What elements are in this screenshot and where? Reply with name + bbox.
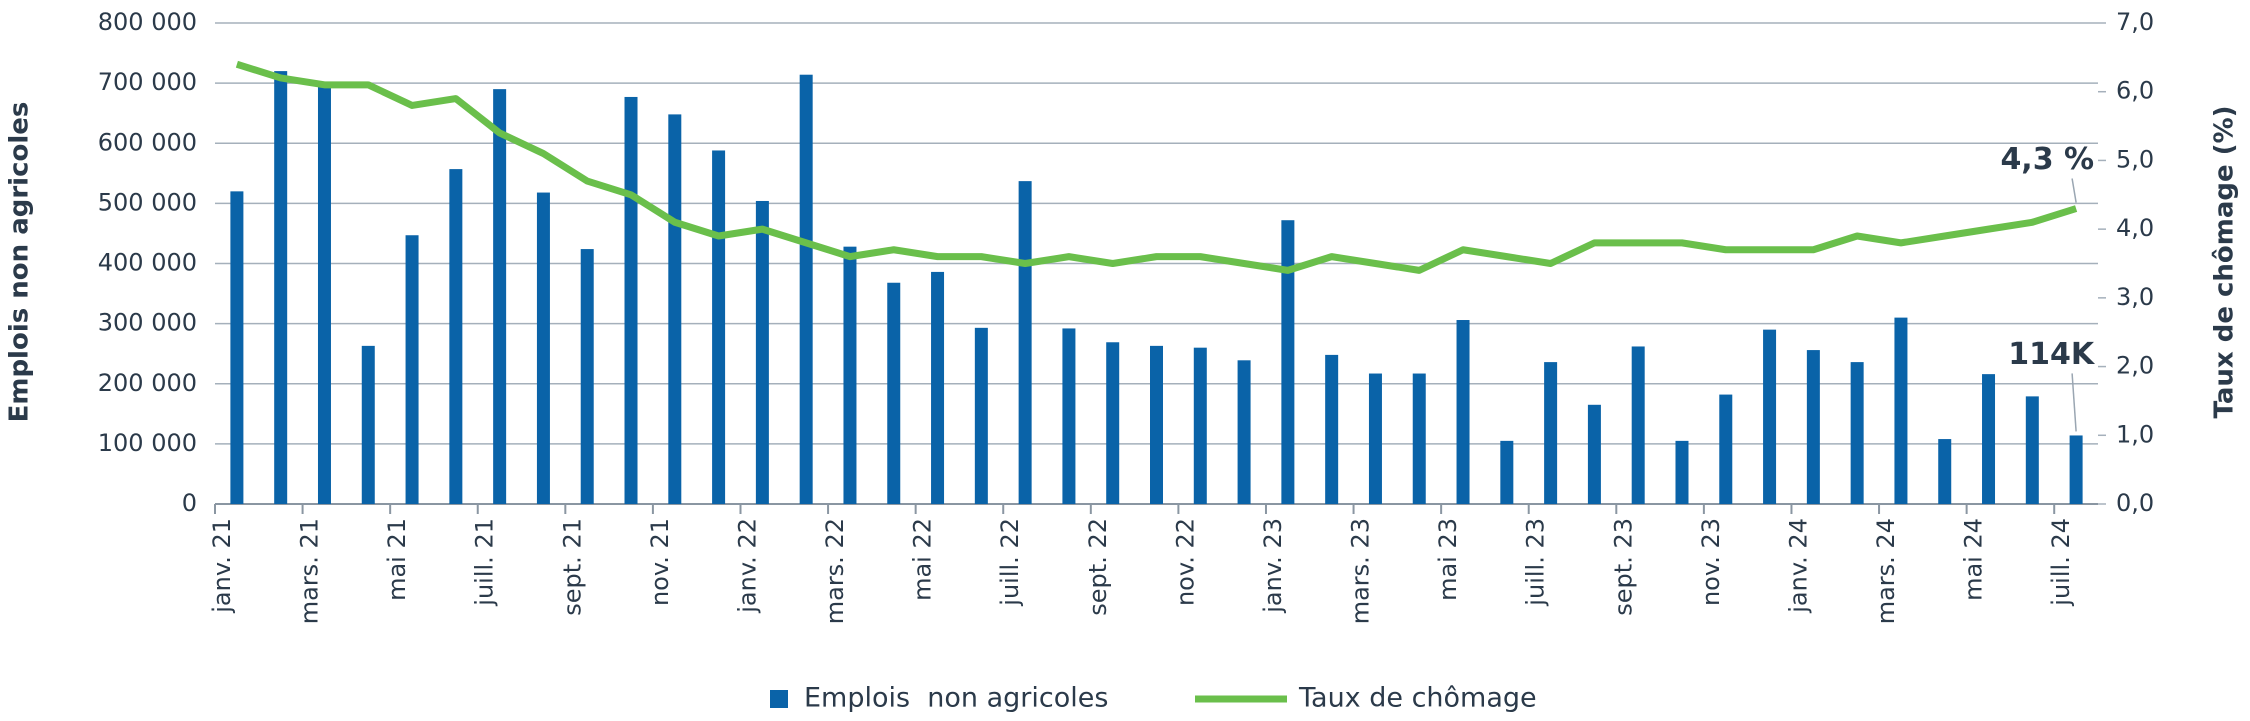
bar xyxy=(668,114,682,504)
bar xyxy=(843,246,857,505)
bar xyxy=(1368,373,1382,504)
y-tick-label: 300 000 xyxy=(98,309,197,337)
bar xyxy=(887,282,901,504)
bar xyxy=(230,191,244,504)
bar xyxy=(1544,362,1558,504)
y2-tick-label: 0,0 xyxy=(2116,489,2154,517)
y-tick-label: 400 000 xyxy=(98,249,197,277)
bar xyxy=(1719,394,1733,504)
x-tick-label: mai 22 xyxy=(909,518,937,601)
bar xyxy=(1894,317,1908,504)
x-tick-label: nov. 21 xyxy=(646,518,674,606)
y2-tick-label: 2,0 xyxy=(2116,352,2154,380)
bar xyxy=(1500,440,1514,504)
x-tick-label: juill. 22 xyxy=(996,518,1024,607)
bar xyxy=(974,327,988,504)
legend-swatch xyxy=(770,690,788,708)
x-tick-label: sept. 23 xyxy=(1609,518,1637,616)
y-tick-label: 700 000 xyxy=(98,68,197,96)
bar xyxy=(580,249,594,504)
x-tick-label: mai 23 xyxy=(1434,518,1462,601)
bar xyxy=(1325,354,1339,504)
y2-tick-label: 1,0 xyxy=(2116,420,2154,448)
bar xyxy=(1631,346,1645,504)
label-leader xyxy=(2071,178,2077,203)
bar xyxy=(2069,435,2083,504)
y2-tick-label: 6,0 xyxy=(2116,77,2154,105)
bar xyxy=(449,169,463,504)
line xyxy=(235,60,2078,274)
bar xyxy=(1587,404,1601,504)
bar xyxy=(931,271,945,504)
bar xyxy=(1150,345,1163,504)
y-tick-label: 0 xyxy=(182,489,197,517)
bar xyxy=(1281,220,1295,504)
bar xyxy=(493,89,507,504)
x-tick-label: juill. 21 xyxy=(471,518,499,607)
label-leader xyxy=(2071,373,2077,432)
x-tick-label: mai 24 xyxy=(1960,518,1988,601)
bar xyxy=(1675,440,1689,504)
y2-tick-label: 5,0 xyxy=(2116,145,2154,173)
bar xyxy=(1018,181,1032,504)
y-tick-label: 500 000 xyxy=(98,188,197,216)
y2-tick-label: 7,0 xyxy=(2116,8,2154,36)
y2-axis-title: Taux de chômage (%) xyxy=(2210,105,2240,418)
x-tick-label: mars. 21 xyxy=(296,518,324,624)
x-tick-label: janv. 23 xyxy=(1259,518,1287,614)
x-tick-label: mai 21 xyxy=(383,518,411,601)
x-tick-label: juill. 23 xyxy=(1522,518,1550,607)
bar xyxy=(1938,439,1952,504)
y2-tick-label: 4,0 xyxy=(2116,214,2154,242)
value-label: 114K xyxy=(2008,337,2096,372)
y-tick-label: 200 000 xyxy=(98,369,197,397)
y2-tick-label: 3,0 xyxy=(2116,283,2154,311)
x-tick-label: janv. 21 xyxy=(208,518,236,614)
bar xyxy=(1850,362,1864,504)
bar xyxy=(1456,320,1470,504)
bar xyxy=(755,200,769,504)
bar xyxy=(1106,342,1120,504)
bar xyxy=(1412,373,1426,504)
x-tick-label: juill. 24 xyxy=(2047,518,2075,607)
bar xyxy=(624,96,638,505)
x-tick-label: mars. 22 xyxy=(821,518,849,624)
x-tick-label: janv. 24 xyxy=(1784,518,1812,614)
legend-label: Taux de chômage xyxy=(1298,683,1537,714)
x-tick-label: mars. 24 xyxy=(1872,518,1900,624)
x-tick-label: mars. 23 xyxy=(1347,518,1375,624)
bar xyxy=(1763,329,1777,504)
legend-label: Emplois non agricoles xyxy=(804,683,1108,714)
x-tick-label: nov. 22 xyxy=(1171,518,1199,606)
y-tick-label: 100 000 xyxy=(98,429,197,457)
bar xyxy=(274,71,288,504)
x-tick-label: nov. 23 xyxy=(1697,518,1725,606)
value-label: 4,3 % xyxy=(2000,142,2094,177)
x-tick-label: janv. 22 xyxy=(733,518,761,614)
x-tick-label: sept. 22 xyxy=(1084,518,1112,616)
bar xyxy=(317,83,331,504)
bar xyxy=(1806,350,1820,504)
y-tick-label: 600 000 xyxy=(98,128,197,156)
bar xyxy=(1982,374,1996,504)
bar xyxy=(1062,328,1076,504)
bar xyxy=(1193,347,1207,504)
y-axis-title: Emplois non agricoles xyxy=(5,102,35,423)
y-tick-label: 800 000 xyxy=(98,8,197,36)
bar xyxy=(2025,396,2039,504)
bar xyxy=(1237,360,1251,504)
bar xyxy=(405,235,419,504)
bar xyxy=(536,192,550,505)
bar xyxy=(361,345,375,504)
bar xyxy=(712,150,726,504)
bar xyxy=(799,74,813,505)
x-tick-label: sept. 21 xyxy=(558,518,586,616)
